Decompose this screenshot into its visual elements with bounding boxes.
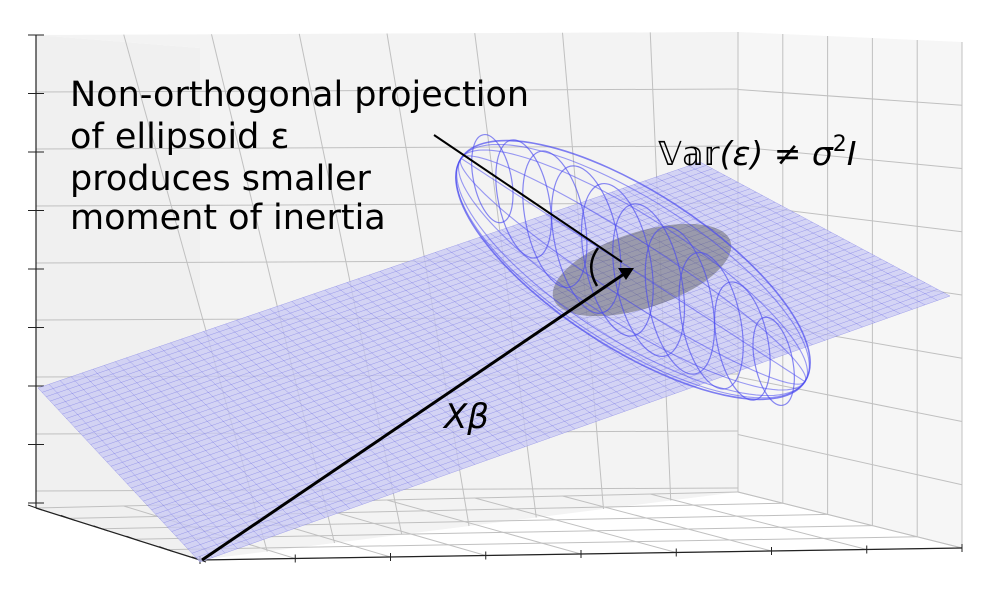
grid-line-right-horizontal (737, 434, 963, 486)
ellipsoid-meridian (459, 158, 806, 385)
plane-mesh-line (98, 212, 794, 454)
plane-mesh-line (86, 202, 776, 441)
var-superscript: 2 (833, 132, 847, 157)
grid-line-horizontal (35, 145, 739, 150)
plane-mesh-line (50, 171, 719, 402)
plane-mesh-line (118, 228, 826, 476)
annotation-line-2: of ellipsoid ε (70, 117, 289, 157)
plane-mesh-line (199, 295, 951, 563)
plane-mesh-line (82, 198, 769, 437)
y-tick (27, 504, 43, 511)
plane-mesh-line (159, 262, 888, 519)
ellipsoid-meridian (460, 143, 810, 382)
ellipsoid-meridian (460, 157, 806, 383)
plane-mesh-line (114, 225, 819, 471)
x-beta-vector (201, 268, 634, 562)
plane-mesh-line (90, 205, 782, 445)
grid-line-right-horizontal (737, 89, 963, 106)
plane-mesh-line (183, 282, 926, 545)
grid-line-floor (650, 493, 867, 550)
plane-mesh-line (106, 218, 807, 463)
plane-mesh-line (163, 265, 894, 524)
plane-mesh-line (135, 242, 851, 493)
plane-mesh-line (191, 289, 938, 554)
plane-mesh-line (110, 222, 813, 467)
plane-mesh-line (66, 185, 744, 419)
var-operator: 𝕍𝕒𝕣 (658, 134, 720, 173)
y-tick (60, 514, 75, 521)
y-tick (126, 535, 141, 542)
ellipsoid-ring (612, 203, 685, 358)
grid-line-floor-cross (167, 536, 918, 551)
annotation-line-4: moment of inertia (70, 198, 386, 238)
plane-mesh-line (37, 161, 701, 389)
plane-mesh-line (102, 215, 801, 458)
grid-line-floor (386, 499, 582, 555)
plane-mesh-line (62, 181, 738, 415)
vector-shaft (201, 272, 625, 562)
plane-mesh-line (187, 285, 932, 550)
y-tick (159, 546, 174, 553)
annotation-line-3: produces smaller (70, 159, 372, 199)
grid-line-floor (562, 495, 772, 552)
plane-mesh-line (195, 292, 944, 558)
variance-label: 𝕍𝕒𝕣(ε) ≠ σ2I (658, 132, 857, 173)
ellipsoid-meridian (460, 155, 807, 382)
plane-mesh-line (78, 195, 763, 432)
plane-mesh-line (74, 191, 757, 428)
plane-mesh-line (147, 252, 869, 506)
plane-mesh-line (94, 208, 788, 450)
grid-line-right-horizontal (737, 376, 963, 422)
grid-line-floor (474, 497, 677, 553)
plane-mesh-line (127, 235, 838, 484)
var-identity: I (847, 134, 857, 173)
angle-arc (590, 247, 600, 287)
plane-mesh-line (54, 175, 726, 406)
plane-mesh-line (179, 279, 919, 541)
plane-mesh-line (131, 238, 844, 489)
y-tick (93, 525, 108, 532)
annotation-line-1: Non-orthogonal projection (70, 75, 529, 115)
plane-mesh-line (143, 248, 863, 502)
plane-mesh-line (171, 272, 907, 532)
plane-mesh-line (46, 168, 713, 397)
grid-line-horizontal (35, 88, 739, 93)
grid-line-right-horizontal (737, 146, 963, 169)
ellipsoid-meridian (460, 149, 809, 382)
axis-ticks (27, 34, 963, 564)
plane-mesh-line (167, 269, 901, 528)
plane-mesh-line (70, 188, 751, 423)
vector-label: Xβ (442, 397, 489, 437)
grid-line-floor (737, 491, 963, 549)
plane-mesh-line (151, 255, 876, 510)
plane-mesh-line (139, 245, 857, 497)
vector-arrowhead (618, 268, 634, 280)
ellipsoid-meridian (457, 158, 806, 391)
ellipsoid-ring (581, 182, 654, 337)
ellipsoid-outline (455, 139, 811, 401)
error-ellipsoid (455, 134, 811, 406)
var-expression: (ε) ≠ σ (720, 134, 834, 173)
annotation-pointer-line (433, 134, 623, 263)
ellipsoid-meridian (456, 158, 806, 397)
plane-mesh-line (122, 232, 832, 480)
plane-mesh-line (41, 165, 707, 393)
